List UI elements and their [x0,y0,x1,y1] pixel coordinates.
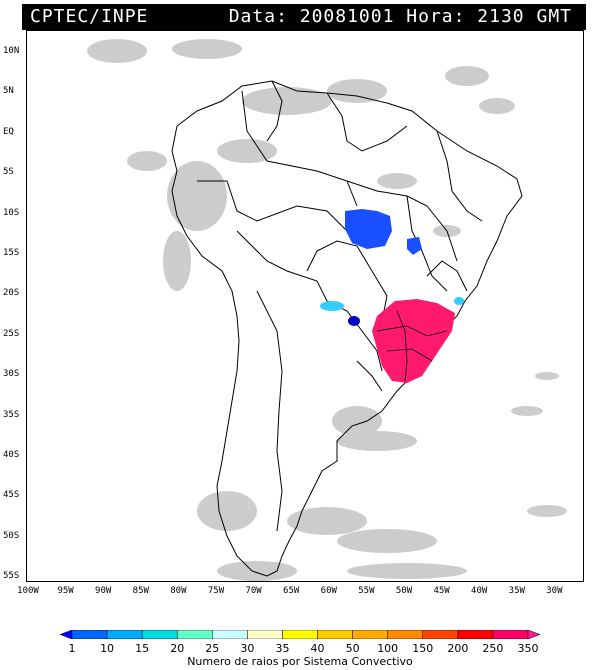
colorbar-right-arrow [527,630,540,639]
colorbar-segment [212,630,248,639]
coastline [171,80,523,577]
cloud-cover [87,39,567,581]
lon-label: 30W [546,586,563,596]
lon-label: 80W [170,586,187,596]
storm-cyan-small [454,297,464,305]
lon-label: 75W [207,586,225,596]
lat-label: 55S [3,571,20,582]
lon-label: 90W [95,586,112,596]
colorbar-tick-label: 10 [100,642,115,655]
state-borders [376,310,448,382]
colorbar-tick-label: 100 [377,642,399,655]
map-header: CPTEC/INPE Data: 20081001 Hora: 2130 GMT [22,4,586,30]
lon-label: 85W [132,586,149,596]
lat-label: 50S [3,530,20,541]
colorbar-tick-label: 40 [310,642,325,655]
lon-label: 50W [395,586,413,596]
lon-label: 95W [57,586,74,596]
colorbar-tick-label: 150 [412,642,434,655]
convective-systems [320,209,464,383]
lon-label: 40W [471,586,488,596]
lon-label: 55W [358,586,375,596]
colorbar-segment [176,630,213,639]
lat-label: EQ [3,126,14,137]
header-org: CPTEC/INPE [30,6,149,27]
lat-label: 40S [3,450,20,460]
lat-label: 25S [3,328,20,339]
colorbar-tick-label: 25 [205,642,220,655]
lon-label: 45W [433,586,450,596]
colorbar-tick-label: 1 [68,642,76,655]
lon-label: 70W [245,586,262,596]
header-date-time: Data: 20081001 Hora: 2130 GMT [228,6,572,27]
lat-label: 10S [3,207,20,218]
colorbar-tick-label: 350 [517,642,539,655]
colorbar-segment [422,630,459,639]
colorbar-tick-label: 200 [447,642,469,655]
colorbar-segment [457,630,494,639]
storm-magenta [372,299,455,383]
colorbar-tick-label: 50 [345,642,360,655]
colorbar-segment [492,630,529,639]
colorbar-segment [247,630,283,639]
lat-label: 10N [3,46,20,56]
map-frame [26,30,584,582]
storm-cyan [320,301,344,311]
lat-label: 5N [3,86,14,97]
lat-label: 30S [3,369,20,380]
storm-darkblue [348,316,360,326]
colorbar-tick-label: 15 [135,642,150,655]
storm-blue-small [407,237,422,255]
colorbar-segment [352,630,388,639]
colorbar-segment [141,630,178,639]
lon-label: 100W [17,586,39,596]
colorbar-segment [387,630,424,639]
colorbar-tick-label: 250 [482,642,504,655]
lat-label: 20S [3,288,20,299]
colorbar-tick-label: 35 [275,642,290,655]
lon-label: 65W [283,586,300,596]
colorbar [60,630,540,639]
lon-label: 60W [320,586,337,596]
colorbar-tick-label: 30 [240,642,255,655]
colorbar-segment [282,630,318,639]
lon-label: 35W [508,586,525,596]
colorbar-left-arrow [60,630,73,639]
colorbar-segment [317,630,353,639]
colorbar-caption: Numero de raios por Sistema Convectivo [187,655,413,668]
lat-label: 35S [3,409,20,420]
colorbar-segment [106,630,143,639]
lat-label: 45S [3,490,20,501]
storm-blue-large [345,209,392,249]
map-canvas [87,39,567,581]
colorbar-tick-label: 20 [170,642,185,655]
lat-label: 5S [3,167,14,178]
colorbar-segment [71,630,108,639]
lat-label: 15S [3,248,20,258]
